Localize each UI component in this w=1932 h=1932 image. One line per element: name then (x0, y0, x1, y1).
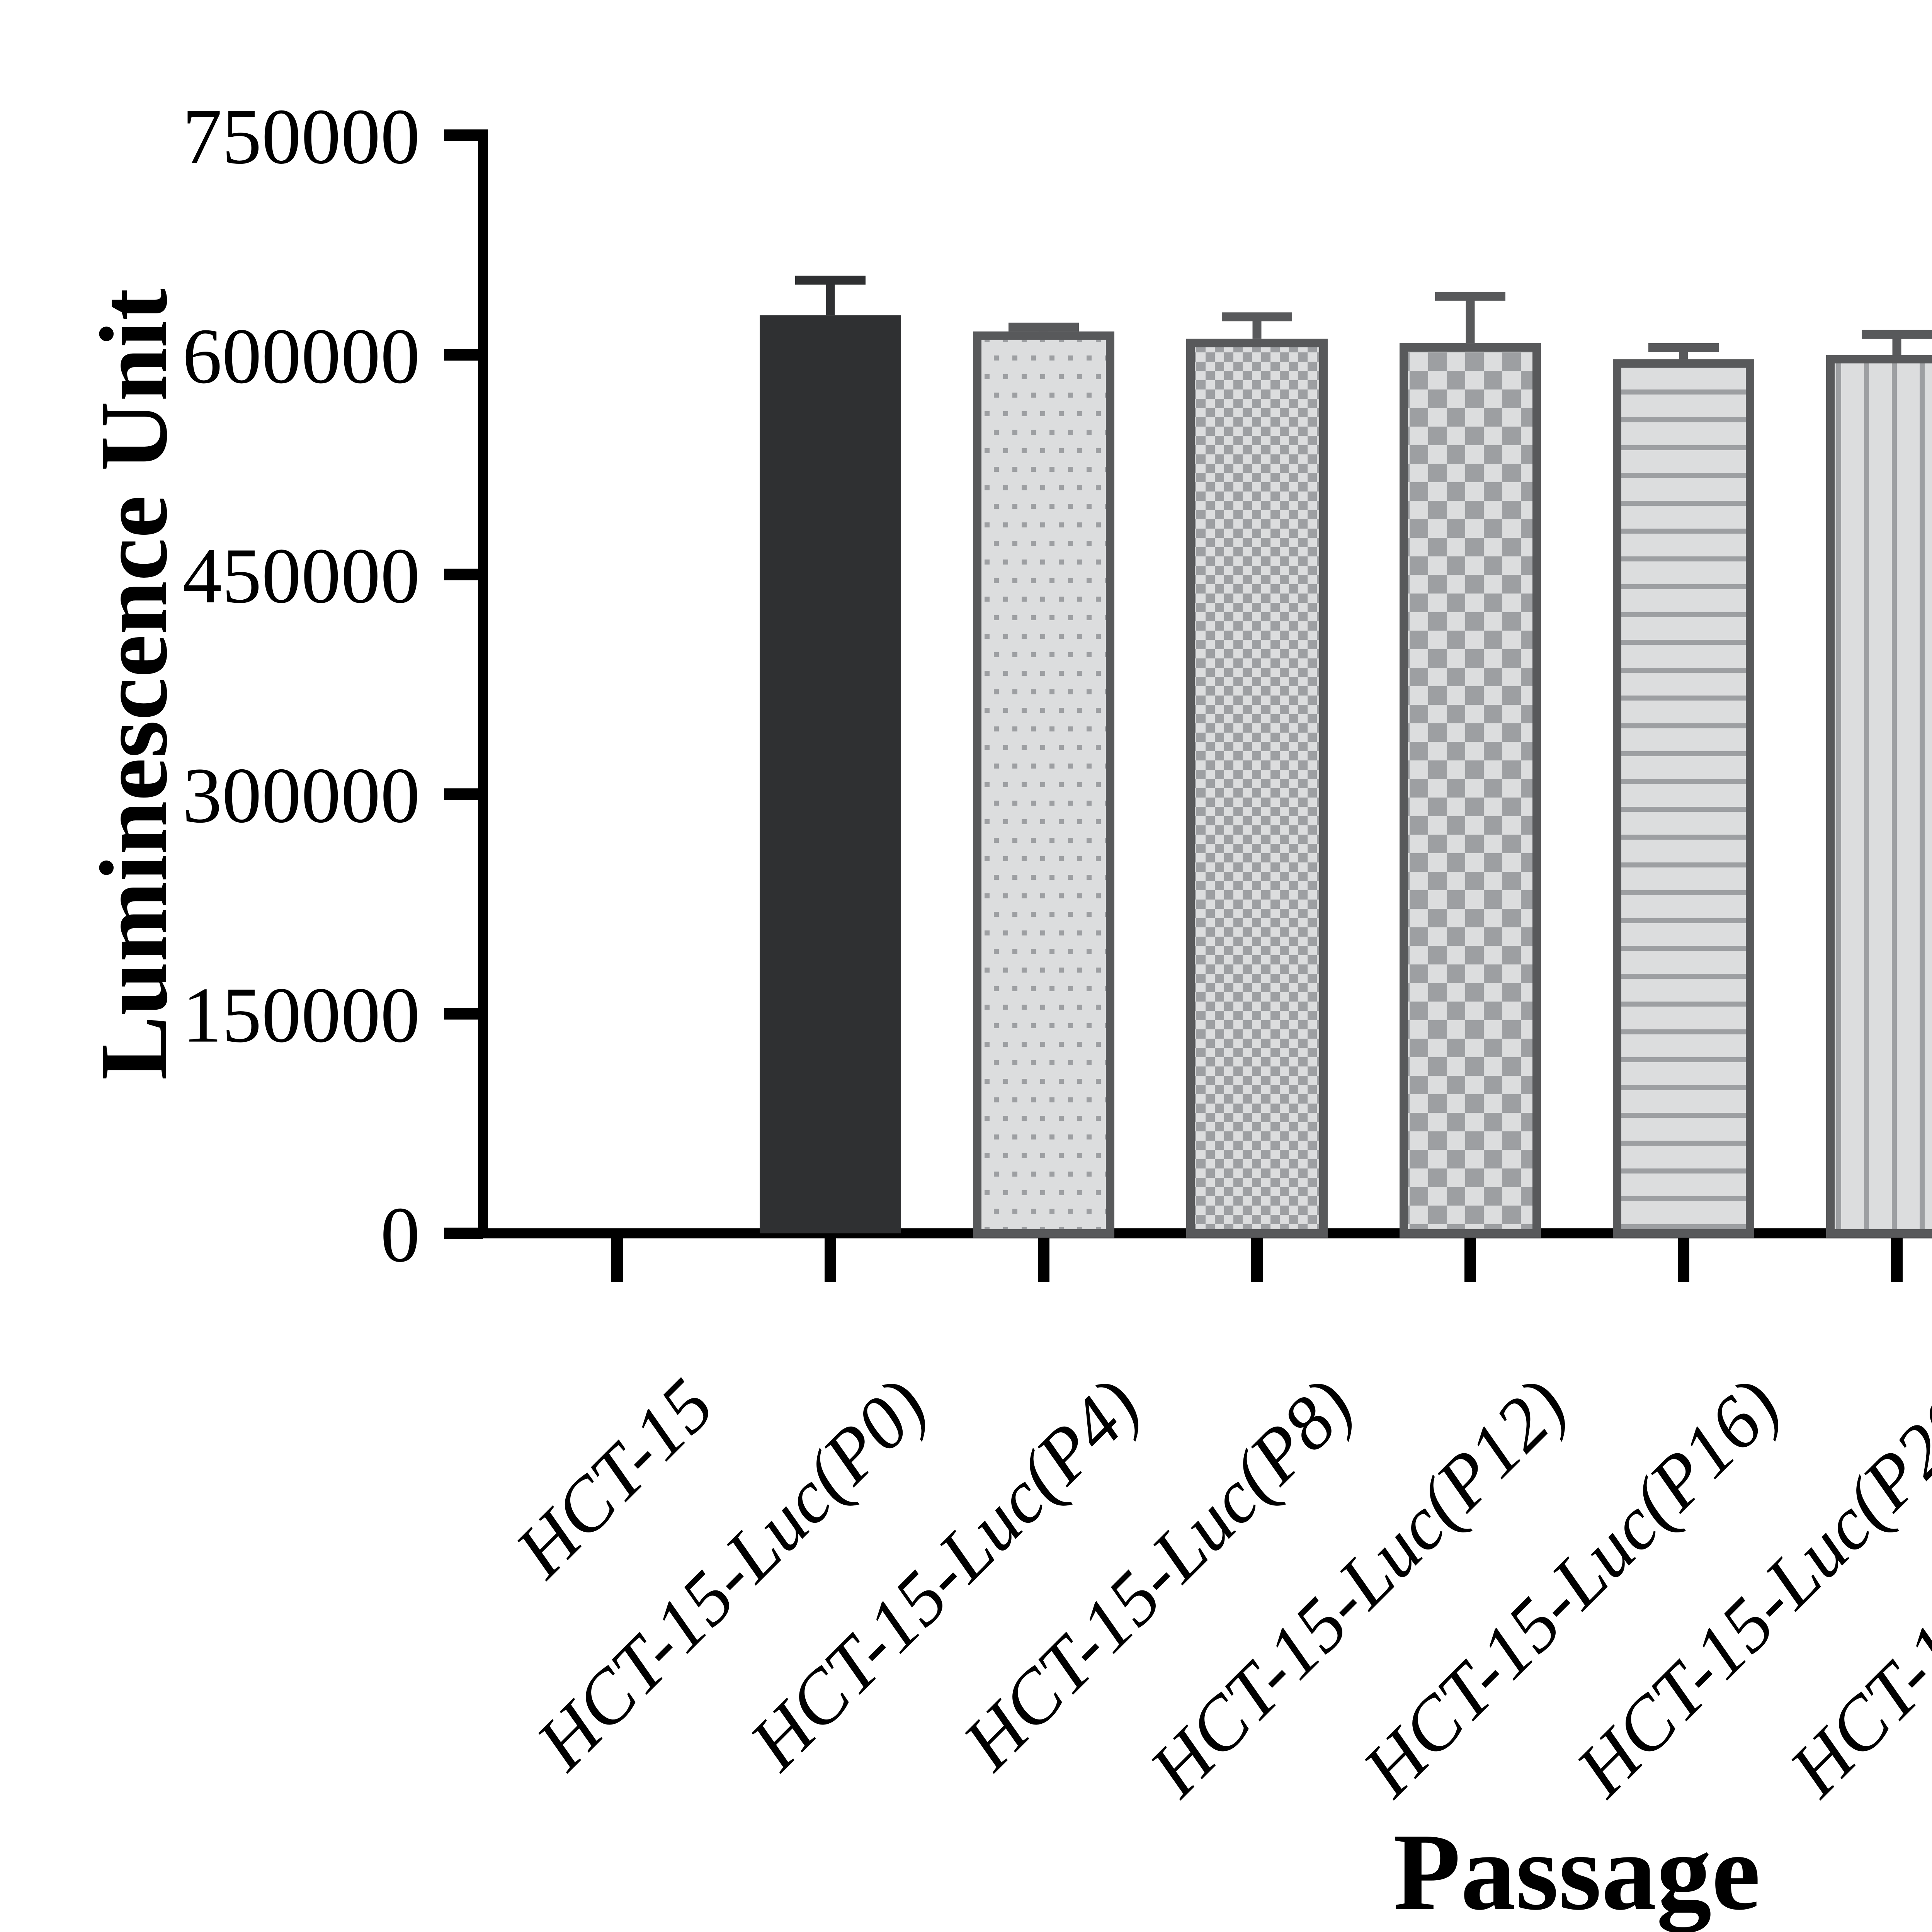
error-bar-cap-hct-15-luc-p20 (1862, 330, 1932, 339)
error-bar-cap-hct-15-luc-p0 (795, 276, 866, 285)
error-bar-cap-hct-15-luc-p12 (1435, 292, 1505, 301)
y-tick-label-150000: 150000 (182, 971, 420, 1059)
y-tick-label-300000: 300000 (182, 752, 420, 839)
y-tick-label-450000: 450000 (182, 532, 420, 620)
x-category-label-hct-15-luc-p4: HCT-15-Luc(P4) (733, 1363, 1156, 1786)
bar-hct-15-luc-p20 (1826, 355, 1932, 1238)
bar-hct-15-luc-p0 (760, 315, 901, 1234)
y-tick-label-0: 0 (381, 1191, 420, 1279)
x-category-label-hct-15-luc-p8: HCT-15-Luc(P8) (946, 1363, 1369, 1786)
y-axis-title: Luminescence Unit (80, 289, 187, 1080)
bar-hct-15-luc-p16 (1613, 359, 1754, 1238)
bar-hct-15-luc-p4 (973, 331, 1114, 1238)
error-bar-cap-hct-15-luc-p4 (1009, 322, 1079, 332)
x-axis-title: Passage (1393, 1811, 1760, 1932)
bar-hct-15-luc-p8 (1186, 338, 1328, 1238)
y-tick-label-750000: 750000 (182, 93, 420, 180)
bar-hct-15-luc-p12 (1400, 343, 1541, 1238)
y-tick-label-600000: 600000 (182, 312, 420, 400)
error-bar-cap-hct-15-luc-p16 (1648, 343, 1719, 352)
error-bar-cap-hct-15-luc-p8 (1222, 312, 1292, 321)
x-category-label-hct-15-luc-p0: HCT-15-Luc(P0) (520, 1363, 942, 1786)
